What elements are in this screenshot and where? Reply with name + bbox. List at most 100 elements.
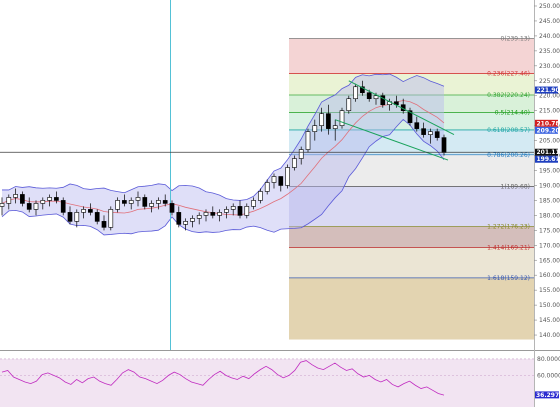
- candle-body: [407, 110, 413, 123]
- candle: [40, 197, 46, 210]
- candle-body: [332, 125, 338, 129]
- price-tick-label: 185.00: [539, 197, 560, 204]
- candle-body: [380, 95, 386, 106]
- candle-body: [312, 125, 318, 132]
- price-tag-label: 210.78: [537, 120, 560, 127]
- price-tick-label: 230.00: [539, 63, 560, 70]
- price-tag: 199.67: [535, 155, 560, 163]
- candle: [196, 212, 202, 225]
- candle: [230, 203, 236, 216]
- candle-body: [54, 197, 59, 201]
- candle-body: [360, 86, 365, 94]
- price-tick-label: 250.00: [539, 3, 560, 10]
- fib-zone: [289, 73, 534, 96]
- candle: [115, 197, 120, 213]
- candle: [210, 206, 216, 219]
- candle-body: [13, 194, 18, 198]
- price-tick-label: 170.00: [539, 242, 560, 249]
- fib-level-label: 1.272(176.23): [487, 224, 530, 231]
- price-tick-label: 195.00: [539, 168, 560, 175]
- price-tick-label: 175.00: [539, 227, 560, 234]
- candle-body: [88, 209, 93, 213]
- fib-zone: [289, 38, 534, 74]
- candle: [183, 218, 188, 231]
- candle: [101, 215, 107, 231]
- candle: [305, 128, 311, 153]
- candle: [258, 188, 263, 204]
- candle-body: [271, 176, 277, 183]
- price-tag: 201.11: [535, 148, 560, 156]
- price-tick-label: 220.00: [539, 93, 560, 100]
- fib-level-label: 0.786(200.26): [487, 152, 530, 159]
- price-tick-label: 190.00: [539, 182, 560, 189]
- candle-body: [122, 200, 127, 204]
- candle-body: [230, 206, 236, 210]
- candle: [346, 95, 352, 114]
- candle: [278, 176, 284, 192]
- candle: [428, 128, 433, 144]
- candle-body: [190, 218, 195, 222]
- candle: [81, 206, 86, 219]
- fib-level-label: 0.5(214.40): [495, 109, 530, 116]
- candle-body: [278, 176, 284, 186]
- price-tick-label: 240.00: [539, 33, 560, 40]
- fib-level-label: 0(239.13): [501, 36, 531, 43]
- bollinger-lower: [1, 118, 445, 236]
- candle-body: [305, 131, 311, 150]
- candle-body: [162, 200, 168, 204]
- candle-body: [421, 128, 426, 135]
- candle: [244, 203, 250, 219]
- candle: [60, 197, 66, 216]
- price-tag-box: [535, 148, 558, 156]
- candle-body: [428, 131, 433, 135]
- candle: [47, 194, 52, 207]
- candle-body: [108, 209, 114, 228]
- candle-body: [258, 191, 263, 201]
- candle: [319, 107, 324, 132]
- candle: [122, 194, 127, 207]
- price-tag-label: 209.20: [537, 127, 560, 134]
- candle: [74, 209, 80, 228]
- candle-body: [319, 113, 324, 126]
- price-axis: [534, 0, 560, 407]
- candle-body: [285, 167, 290, 186]
- candle: [414, 116, 420, 132]
- candle: [67, 206, 73, 225]
- fib-level-label: 1.618(159.12): [487, 275, 530, 282]
- candle: [380, 92, 386, 108]
- price-tick-label: 245.00: [539, 18, 560, 25]
- candle-body: [115, 200, 120, 210]
- candlesticks: [0, 80, 447, 231]
- candle: [264, 179, 270, 195]
- moving-average-line: [1, 100, 445, 216]
- fib-zone: [289, 226, 534, 248]
- candle-body: [169, 203, 175, 213]
- candle: [54, 191, 59, 204]
- fib-level-label: 0.382(220.24): [487, 92, 530, 99]
- candle-body: [251, 200, 256, 207]
- rsi-value-tag: 36.2979: [535, 391, 560, 399]
- candle: [88, 203, 93, 216]
- fib-zone: [289, 247, 534, 278]
- candle-body: [237, 206, 243, 216]
- price-tick-label: 235.00: [539, 48, 560, 55]
- candle-body: [326, 113, 331, 129]
- fib-level-label: 1(189.68): [501, 183, 531, 190]
- candle: [176, 206, 182, 228]
- price-tick-label: 225.00: [539, 78, 560, 85]
- bollinger-bands: [1, 73, 445, 236]
- price-tick-label: 155.00: [539, 287, 560, 294]
- candle: [407, 107, 413, 126]
- candle: [326, 104, 331, 135]
- price-tick-label: 165.00: [539, 257, 560, 264]
- candle: [251, 197, 256, 210]
- bollinger-fill: [2, 74, 444, 235]
- fib-level-label: 0.236(227.46): [487, 70, 530, 77]
- candle-body: [26, 203, 32, 210]
- trend-channel[interactable]: [335, 80, 455, 161]
- price-tag-box: [535, 126, 558, 134]
- candle-body: [441, 137, 447, 153]
- candle-body: [353, 86, 358, 100]
